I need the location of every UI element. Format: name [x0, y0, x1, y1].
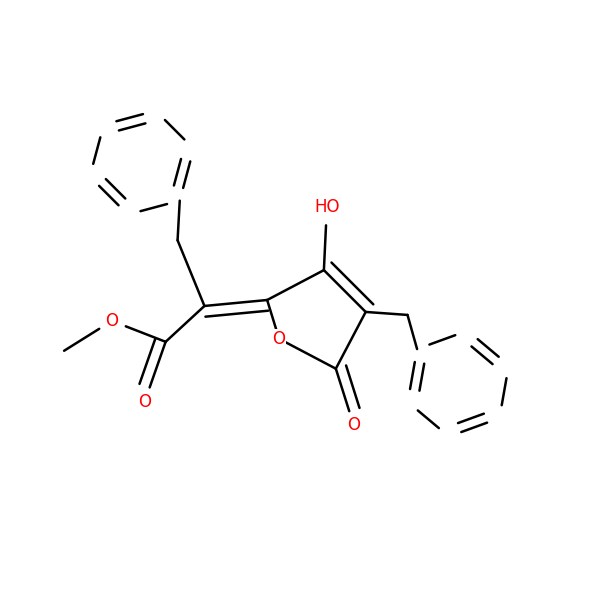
Text: O: O	[138, 392, 151, 410]
Text: HO: HO	[314, 199, 340, 217]
Text: O: O	[106, 312, 118, 330]
Text: O: O	[347, 416, 360, 434]
Text: O: O	[272, 330, 286, 348]
